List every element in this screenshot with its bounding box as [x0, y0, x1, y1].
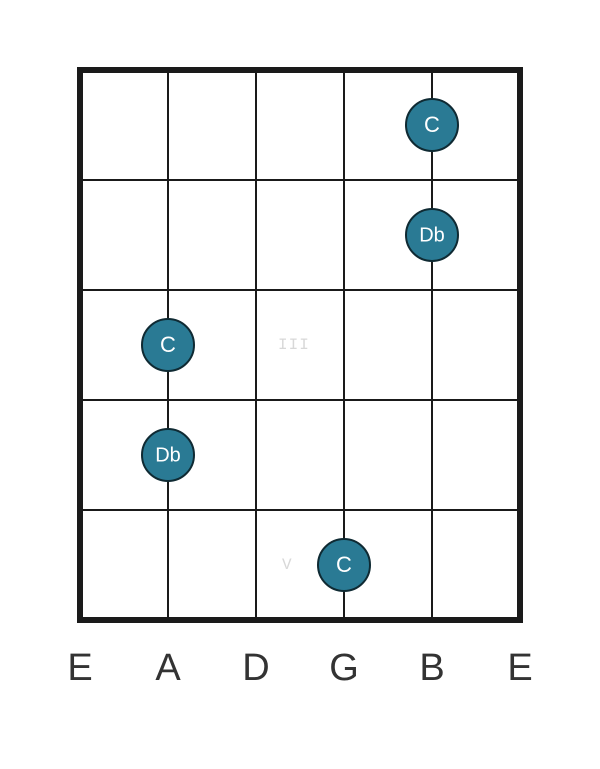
note-label: Db	[419, 224, 445, 246]
string-label: B	[419, 647, 444, 689]
string-label: A	[155, 647, 181, 689]
fretboard-diagram: III V C Db C Db C E A D G B E	[0, 0, 600, 769]
string-label: E	[67, 647, 92, 689]
note-label: Db	[155, 444, 181, 466]
string-label: G	[329, 647, 359, 689]
note-label: C	[336, 552, 352, 577]
fret-marker: III	[278, 336, 310, 354]
string-label: E	[507, 647, 532, 689]
note-label: C	[160, 332, 176, 357]
note-label: C	[424, 112, 440, 137]
fret-marker: V	[282, 556, 293, 574]
string-label: D	[242, 647, 269, 689]
